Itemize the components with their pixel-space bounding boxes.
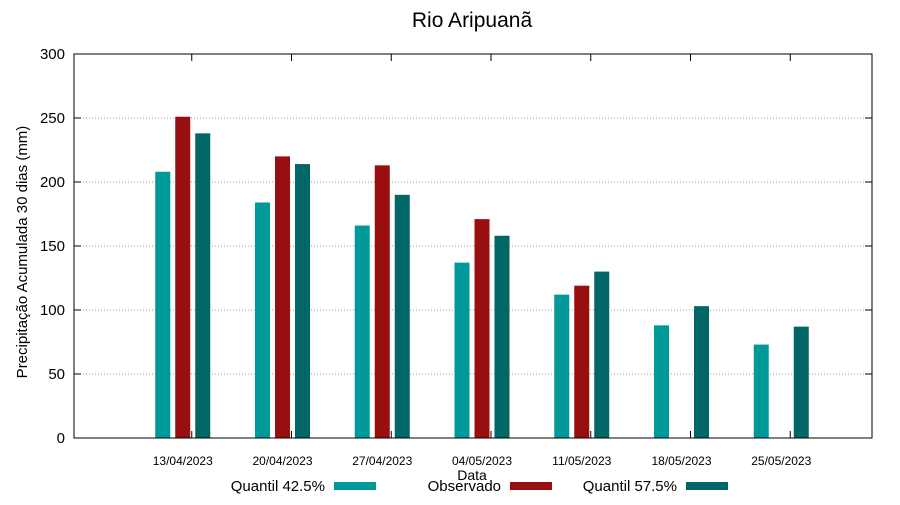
x-axis-label: Data	[457, 467, 487, 483]
x-tick-label: 04/05/2023	[452, 454, 512, 468]
bar-observado-1	[275, 156, 290, 438]
bar-quantil-42-5-6	[753, 344, 769, 438]
legend: Quantil 42.5% Observado Quantil 57.5%	[231, 478, 728, 495]
x-tick-label: 18/05/2023	[651, 454, 711, 468]
y-tick-label: 200	[40, 174, 65, 191]
bar-quantil-57-5-3	[494, 235, 510, 438]
bar-quantil-57-5-2	[394, 194, 410, 438]
bar-observado-2	[374, 165, 390, 439]
bar-quantil-42-5-2	[354, 225, 370, 438]
bar-quantil-42-5-3	[454, 262, 470, 438]
x-tick-label: 13/04/2023	[153, 454, 213, 468]
bar-observado-0	[175, 116, 191, 438]
x-tick-label: 20/04/2023	[252, 454, 312, 468]
axes: 0 50 100 150 200 250 300 13/04/2023 20/04/2023 27…	[40, 46, 872, 468]
bar-quantil-42-5-1	[255, 202, 270, 438]
x-tick-label: 11/05/2023	[552, 454, 611, 468]
y-tick-label: 0	[57, 430, 65, 447]
legend-label: Observado	[428, 478, 501, 495]
y-tick-label: 300	[40, 46, 65, 63]
legend-swatch	[686, 482, 728, 490]
y-tick-label: 100	[40, 302, 65, 319]
bar-observado-3	[474, 219, 490, 438]
x-tick-label: 25/05/2023	[751, 454, 811, 468]
bar-quantil-42-5-4	[554, 294, 570, 438]
y-axis-label: Precipitação Acumulada 30 dias (mm)	[14, 126, 31, 379]
y-tick-label: 150	[40, 238, 65, 255]
bar-quantil-57-5-0	[195, 133, 211, 439]
legend-swatch	[510, 482, 552, 490]
bar-observado-4	[574, 285, 590, 438]
bar-quantil-42-5-5	[654, 325, 669, 438]
bars	[155, 116, 809, 439]
bar-quantil-57-5-6	[793, 326, 809, 438]
legend-label: Quantil 42.5%	[231, 478, 325, 495]
bar-quantil-57-5-4	[594, 271, 610, 438]
chart-title: Rio Aripuanã	[412, 9, 533, 32]
x-tick-label: 27/04/2023	[352, 454, 412, 468]
legend-swatch	[334, 482, 376, 490]
y-tick-label: 250	[40, 110, 65, 127]
legend-label: Quantil 57.5%	[583, 478, 677, 495]
bar-quantil-57-5-1	[295, 164, 310, 438]
y-tick-label: 50	[48, 366, 65, 383]
grid-lines	[74, 117, 872, 375]
bar-quantil-57-5-5	[694, 306, 709, 438]
bar-quantil-42-5-0	[155, 171, 171, 438]
